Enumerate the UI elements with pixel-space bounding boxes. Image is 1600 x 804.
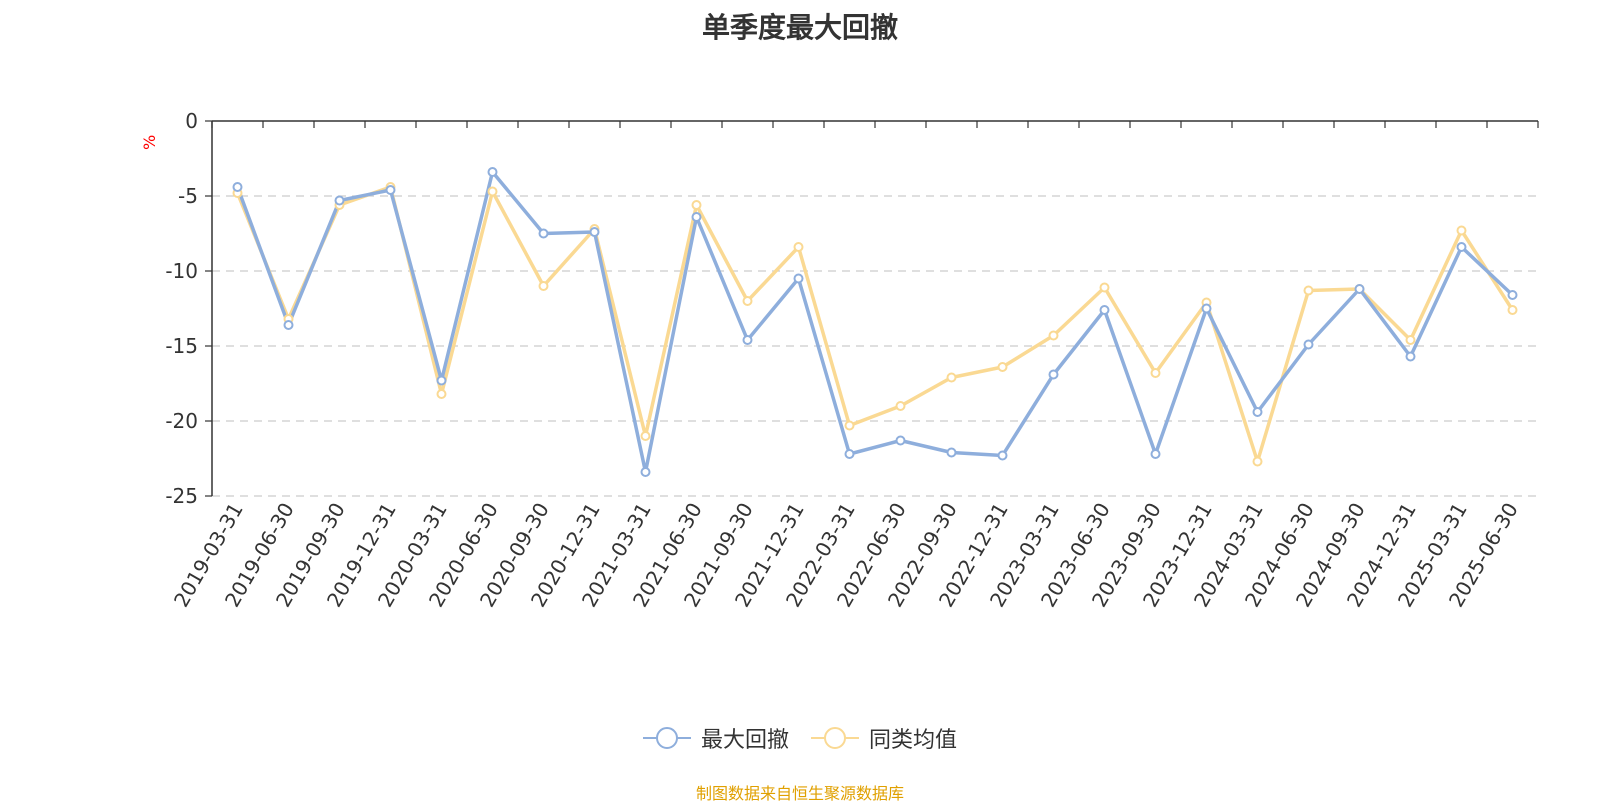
data-point-max-drawdown: [1099, 305, 1110, 315]
data-point-peer-average: [895, 401, 906, 411]
data-point-max-drawdown: [946, 447, 957, 458]
data-point-peer-average: [1048, 330, 1059, 341]
series-line-peer-average: [235, 185, 1514, 464]
data-point-max-drawdown: [436, 375, 447, 386]
y-tick-label: -15: [165, 334, 198, 358]
data-source-note: 制图数据来自恒生聚源数据库: [695, 784, 904, 803]
data-point-peer-average: [1507, 305, 1518, 315]
data-point-max-drawdown: [1252, 407, 1263, 417]
data-point-max-drawdown: [283, 320, 294, 330]
y-tick-label: 0: [185, 109, 198, 133]
y-tick-label: -10: [165, 259, 198, 283]
data-point-max-drawdown: [1048, 369, 1059, 380]
data-point-peer-average: [946, 372, 957, 383]
data-point-max-drawdown: [1456, 242, 1467, 252]
data-point-max-drawdown: [589, 227, 600, 237]
data-point-peer-average: [1405, 335, 1416, 345]
y-tick-label: -20: [165, 409, 198, 433]
data-point-max-drawdown: [334, 195, 345, 206]
data-point-max-drawdown: [1405, 351, 1416, 362]
data-point-max-drawdown: [1201, 303, 1212, 314]
legend-marker-max-drawdown-icon: [642, 727, 691, 749]
series-line-max-drawdown: [235, 170, 1514, 474]
data-point-max-drawdown: [895, 435, 906, 446]
data-point-peer-average: [691, 200, 702, 210]
data-point-max-drawdown: [232, 182, 243, 192]
data-point-peer-average: [1303, 285, 1314, 296]
data-point-max-drawdown: [640, 467, 651, 477]
y-tick-label: -5: [178, 184, 198, 208]
data-point-peer-average: [1252, 456, 1263, 467]
legend-item-peer-average[interactable]: 同类均值: [811, 722, 957, 754]
data-point-max-drawdown: [538, 228, 549, 239]
data-point-max-drawdown: [1354, 284, 1365, 294]
data-point-max-drawdown: [385, 185, 396, 195]
legend: 最大回撤 同类均值: [0, 722, 1600, 754]
legend-marker-peer-average-icon: [811, 727, 859, 749]
data-point-peer-average: [1099, 282, 1110, 293]
legend-label-max-drawdown: 最大回撤: [700, 728, 789, 753]
data-point-peer-average: [997, 362, 1008, 372]
data-point-max-drawdown: [997, 450, 1008, 461]
data-point-peer-average: [436, 389, 447, 399]
data-point-max-drawdown: [793, 273, 804, 284]
y-tick-label: -25: [165, 484, 198, 508]
data-point-peer-average: [844, 420, 855, 431]
data-point-peer-average: [742, 296, 753, 306]
data-point-peer-average: [487, 186, 498, 197]
data-point-max-drawdown: [844, 449, 855, 459]
data-point-peer-average: [1456, 225, 1467, 236]
data-point-max-drawdown: [742, 335, 753, 345]
data-point-peer-average: [793, 242, 804, 252]
data-point-peer-average: [1150, 368, 1161, 378]
legend-item-max-drawdown[interactable]: 最大回撤: [642, 722, 789, 754]
data-point-max-drawdown: [487, 167, 498, 177]
data-point-peer-average: [640, 431, 651, 441]
legend-label-peer-average: 同类均值: [869, 728, 958, 753]
data-point-max-drawdown: [1507, 290, 1518, 300]
data-point-max-drawdown: [1303, 339, 1314, 350]
data-point-peer-average: [538, 281, 549, 291]
data-point-max-drawdown: [691, 212, 702, 222]
data-point-max-drawdown: [1150, 449, 1161, 459]
chart-title: 单季度最大回撤: [701, 11, 898, 44]
